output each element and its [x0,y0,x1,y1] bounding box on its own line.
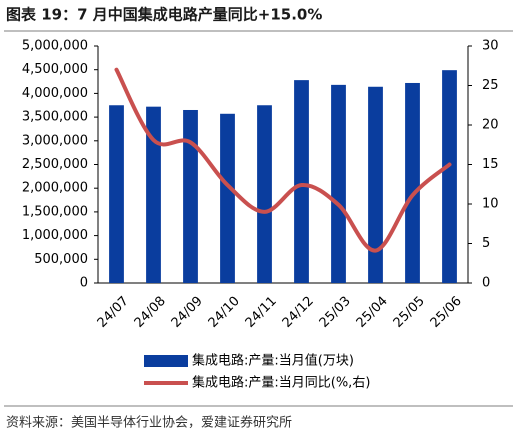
y-tick-label: 4,000,000 [22,86,88,101]
y-tick-label: 3,000,000 [22,133,88,148]
y-tick-label: 5,000,000 [22,39,88,54]
y2-tick-label: 0 [482,276,490,291]
bar [257,105,272,283]
legend-label: 集成电路:产量:当月值(万块) [192,353,354,369]
bar [405,82,420,283]
y-tick-label: 1,000,000 [22,228,88,243]
y2-tick-label: 30 [482,39,499,54]
legend-label: 集成电路:产量:当月同比(%,右) [192,375,370,391]
source: 资料来源：美国半导体行业协会，爱建证券研究所 [6,415,292,431]
x-tick-label: 24/10 [206,294,243,331]
x-tick-label: 25/05 [391,294,428,331]
x-tick-label: 25/03 [317,294,354,331]
bar [220,113,235,283]
x-tick-label: 24/07 [95,294,132,331]
x-tick-label: 24/09 [169,294,206,331]
bar [331,84,346,283]
bar [442,70,457,283]
y2-tick-label: 20 [482,118,499,133]
x-tick-label: 24/08 [132,294,169,331]
y2-tick-label: 25 [482,78,499,93]
bar [294,80,309,284]
y2-tick-label: 5 [482,236,490,251]
x-tick-label: 25/04 [354,294,391,331]
y-tick-label: 1,500,000 [22,204,88,219]
bar [109,105,124,283]
x-tick-label: 24/11 [243,294,280,331]
y-tick-label: 2,000,000 [22,181,88,196]
chart-title: 图表 19：7 月中国集成电路产量同比+15.0% [6,6,322,24]
y-tick-label: 4,500,000 [22,62,88,77]
y-tick-label: 0 [80,276,88,291]
y-tick-label: 2,500,000 [22,157,88,172]
bar [183,109,198,284]
x-tick-label: 25/06 [428,294,465,331]
legend-swatch [144,355,188,367]
y-tick-label: 3,500,000 [22,110,88,125]
y-tick-label: 500,000 [34,252,88,267]
y2-tick-label: 15 [482,157,499,172]
y2-tick-label: 10 [482,197,499,212]
line [114,67,452,253]
bar [368,86,383,283]
x-tick-label: 24/12 [280,294,317,331]
bar [146,106,161,283]
